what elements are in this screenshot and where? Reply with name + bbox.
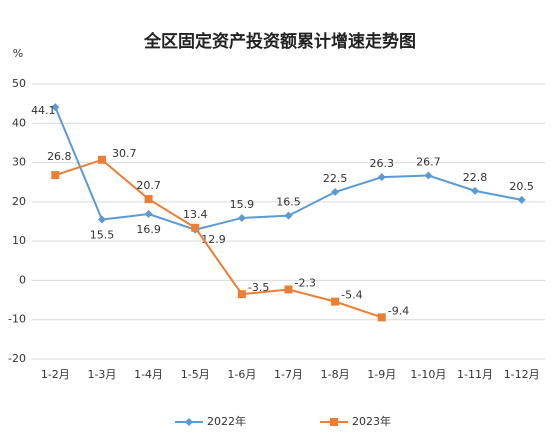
- x-tick-label: 1-9月: [367, 368, 396, 381]
- point: [191, 223, 200, 232]
- legend-marker: [330, 418, 338, 426]
- legend-marker: [185, 418, 193, 426]
- x-tick-label: 1-8月: [321, 368, 350, 381]
- data-label: 12.9: [201, 233, 226, 246]
- y-tick-label: 20: [12, 195, 26, 208]
- x-tick-label: 1-11月: [457, 368, 493, 381]
- y-tick-label: -20: [8, 352, 26, 365]
- point: [284, 211, 293, 220]
- data-label: 20.7: [136, 179, 161, 192]
- data-label: 30.7: [112, 147, 137, 160]
- data-label: 26.3: [370, 157, 395, 170]
- data-label: 22.5: [323, 172, 348, 185]
- data-label: 16.5: [276, 196, 301, 209]
- point: [471, 186, 480, 195]
- data-label: 16.9: [136, 223, 161, 236]
- y-tick-label: 40: [12, 116, 26, 129]
- data-label: 26.8: [47, 150, 72, 163]
- data-label: 20.5: [509, 180, 534, 193]
- point: [237, 290, 246, 299]
- data-label: -9.4: [388, 304, 409, 317]
- point: [144, 210, 153, 219]
- data-label: -3.5: [248, 281, 269, 294]
- series-line: [55, 158, 383, 319]
- point: [97, 215, 106, 224]
- y-tick-label: 0: [19, 273, 26, 286]
- point: [51, 103, 60, 112]
- data-label: 15.9: [230, 198, 255, 211]
- point: [377, 313, 386, 322]
- x-tick-label: 1-4月: [134, 368, 163, 381]
- data-label: 26.7: [416, 156, 441, 169]
- point: [144, 195, 153, 204]
- y-tick-label: 30: [12, 156, 26, 169]
- y-tick-label: 10: [12, 234, 26, 247]
- y-tick-label: -10: [8, 313, 26, 326]
- point: [331, 297, 340, 306]
- point: [517, 195, 526, 204]
- legend-label: 2022年: [207, 414, 246, 428]
- point: [97, 155, 106, 164]
- point: [377, 173, 386, 182]
- data-label: 22.8: [463, 171, 488, 184]
- x-tick-label: 1-12月: [504, 368, 540, 381]
- x-tick-label: 1-3月: [87, 368, 116, 381]
- x-tick-label: 1-7月: [274, 368, 303, 381]
- x-tick-label: 1-2月: [41, 368, 70, 381]
- y-axis-label: %: [13, 47, 23, 60]
- data-label: 13.4: [183, 208, 208, 221]
- point: [284, 285, 293, 294]
- point: [424, 171, 433, 180]
- data-label: 44.1: [31, 104, 56, 117]
- point: [51, 171, 60, 180]
- data-label: 15.5: [90, 229, 115, 242]
- point: [331, 188, 340, 197]
- legend-label: 2023年: [352, 414, 391, 428]
- point: [237, 213, 246, 222]
- chart-title: 全区固定资产投资额累计增速走势图: [143, 31, 416, 52]
- data-label: -2.3: [295, 276, 316, 289]
- x-tick-label: 1-6月: [227, 368, 256, 381]
- data-label: -5.4: [341, 289, 362, 302]
- x-tick-label: 1-10月: [410, 368, 446, 381]
- x-tick-label: 1-5月: [181, 368, 210, 381]
- y-tick-label: 50: [12, 77, 26, 90]
